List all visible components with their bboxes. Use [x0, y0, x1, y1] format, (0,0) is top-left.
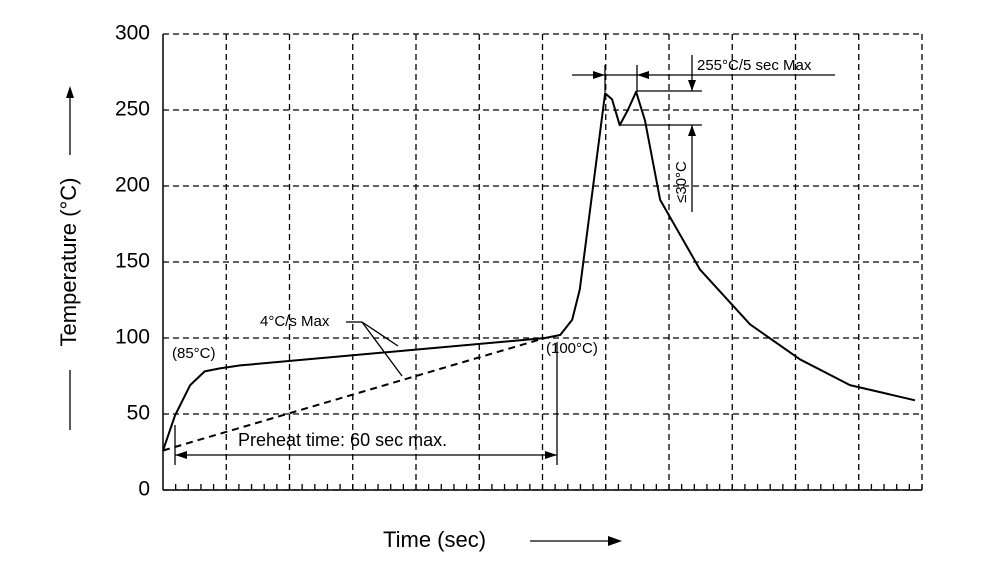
annotation: (85°C)	[172, 345, 216, 362]
annotation: ≤30°C	[673, 161, 690, 203]
preheat-bracket	[174, 342, 558, 465]
y-arrow	[66, 86, 74, 430]
annotation: 255°C/5 sec Max	[697, 57, 812, 74]
y-tick-label: 200	[115, 174, 150, 197]
slope-pointers	[346, 321, 403, 377]
y-axis-title: Temperature (°C)	[56, 178, 81, 347]
y-tick-label: 0	[138, 478, 150, 501]
line	[162, 337, 546, 452]
line	[162, 90, 916, 451]
y-tick-label: 50	[127, 402, 150, 425]
annotation: 4°C/s Max	[260, 313, 330, 330]
x-axis-title: Time (sec)	[383, 527, 486, 552]
y-tick-label: 150	[115, 250, 150, 273]
y-tick-label: 100	[115, 326, 150, 349]
y-tick-label: 250	[115, 98, 150, 121]
x-arrow	[530, 536, 622, 546]
y-tick-label: 300	[115, 22, 150, 45]
annotation: (100°C)	[546, 340, 598, 357]
peak-bracket	[572, 55, 835, 212]
annotation: Preheat time: 60 sec max.	[238, 430, 447, 450]
